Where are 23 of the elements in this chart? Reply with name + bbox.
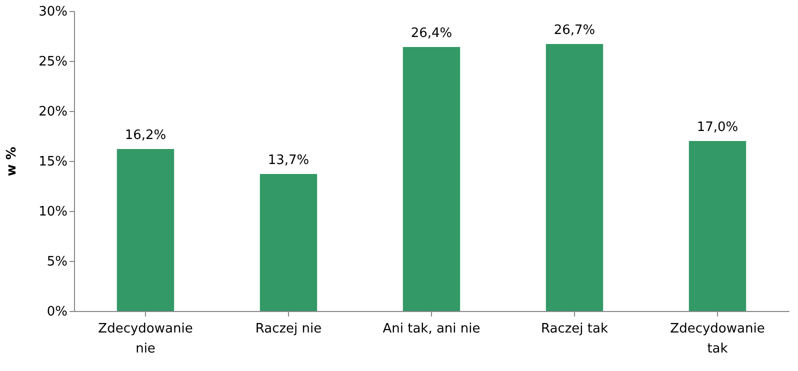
y-tick-label: 25% bbox=[38, 54, 68, 70]
data-label: 26,4% bbox=[410, 26, 452, 41]
x-tick-label: Zdecydowanie nie bbox=[98, 322, 193, 356]
x-tick-label: Zdecydowanie tak bbox=[670, 322, 765, 356]
x-tick-label: Raczej nie bbox=[255, 322, 322, 336]
data-label: 17,0% bbox=[696, 120, 738, 135]
y-tick-label: 10% bbox=[38, 204, 68, 220]
bar bbox=[116, 149, 174, 311]
bar bbox=[260, 174, 318, 311]
y-axis-title: w % bbox=[4, 146, 20, 176]
y-tick-label: 5% bbox=[46, 254, 68, 270]
data-label: 26,7% bbox=[554, 23, 596, 38]
y-tick-label: 20% bbox=[38, 104, 68, 120]
x-tick-label: Ani tak, ani nie bbox=[382, 322, 480, 336]
bar bbox=[546, 44, 604, 311]
data-label: 16,2% bbox=[124, 128, 166, 143]
y-tick-label: 15% bbox=[38, 154, 68, 170]
bar bbox=[402, 47, 460, 311]
x-tick-label: Raczej tak bbox=[540, 322, 608, 336]
y-tick-label: 0% bbox=[46, 304, 68, 320]
y-tick-label: 30% bbox=[38, 4, 68, 20]
data-label: 13,7% bbox=[268, 153, 310, 168]
bar bbox=[688, 141, 746, 311]
